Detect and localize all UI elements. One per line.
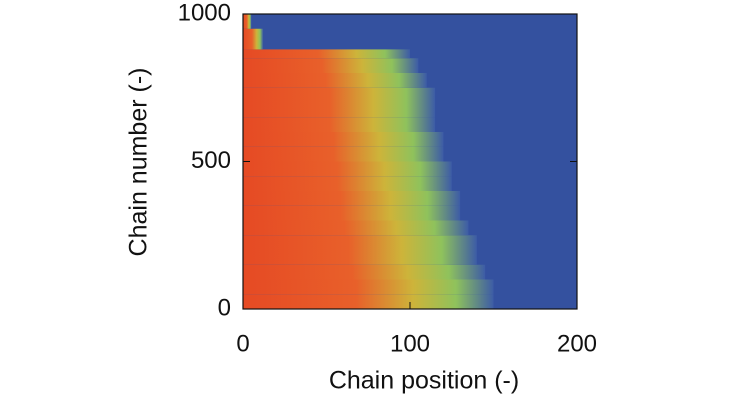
chain-band bbox=[243, 73, 427, 88]
chain-band bbox=[243, 87, 436, 103]
chain-band bbox=[243, 235, 477, 250]
x-tick-label: 100 bbox=[390, 330, 430, 357]
y-tick-label: 1000 bbox=[178, 0, 231, 26]
y-tick-label: 500 bbox=[191, 147, 231, 174]
chain-band bbox=[243, 28, 264, 50]
chain-band bbox=[243, 264, 486, 280]
chain-band bbox=[243, 176, 452, 191]
chain-band bbox=[243, 294, 494, 309]
chain-band bbox=[243, 250, 477, 265]
chain-band bbox=[243, 49, 410, 59]
chain-band bbox=[243, 14, 252, 29]
plot-area bbox=[243, 14, 577, 309]
chain-band bbox=[243, 161, 452, 177]
x-tick-label: 200 bbox=[557, 330, 597, 357]
chain-band bbox=[243, 146, 444, 162]
chain-band bbox=[243, 102, 436, 118]
x-axis-label: Chain position (-) bbox=[329, 367, 519, 395]
y-tick-label: 0 bbox=[218, 294, 231, 321]
chain-band bbox=[243, 220, 469, 236]
y-axis-label: Chain number (-) bbox=[125, 68, 153, 257]
chain-band bbox=[243, 191, 461, 206]
chain-band bbox=[243, 279, 494, 295]
chain-band bbox=[243, 117, 436, 132]
chain-band bbox=[243, 132, 444, 147]
chain-band bbox=[243, 205, 461, 221]
chain-band bbox=[243, 58, 419, 73]
x-tick-label: 0 bbox=[236, 330, 249, 357]
